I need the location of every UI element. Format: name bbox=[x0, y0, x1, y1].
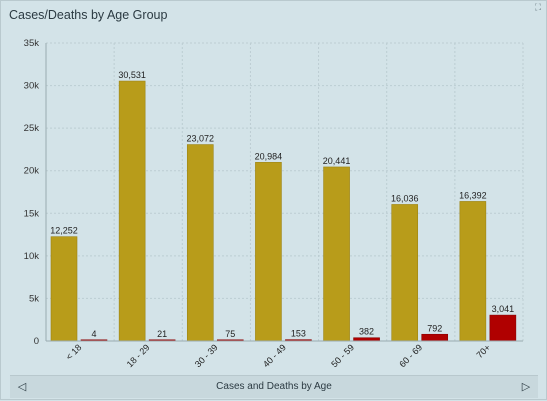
y-tick-label: 15k bbox=[24, 208, 40, 219]
y-tick-label: 35k bbox=[24, 38, 40, 49]
deaths-value-label: 792 bbox=[427, 323, 442, 333]
cases-value-label: 20,984 bbox=[255, 151, 283, 161]
grid-lines bbox=[45, 42, 524, 342]
y-tick-label: 20k bbox=[24, 166, 40, 177]
deaths-bar bbox=[489, 314, 517, 342]
x-tick-label: 18 - 29 bbox=[125, 342, 152, 369]
y-axis: 0 5k 10k 15k 20k 25k 30k 35k bbox=[24, 38, 47, 347]
cases-value-label: 12,252 bbox=[50, 226, 78, 236]
y-tick-label: 5k bbox=[29, 293, 39, 304]
chevron-left-icon[interactable]: ◁ bbox=[17, 381, 27, 393]
deaths-value-label: 382 bbox=[359, 327, 374, 337]
deaths-value-label: 153 bbox=[291, 329, 306, 339]
x-tick-label: 40 - 49 bbox=[261, 342, 288, 369]
deaths-value-label: 3,041 bbox=[492, 304, 515, 314]
cases-value-label: 16,392 bbox=[459, 190, 487, 200]
deaths-bar bbox=[421, 333, 449, 342]
x-tick-label: 70+ bbox=[474, 342, 492, 360]
x-tick-label: < 18 bbox=[64, 342, 84, 362]
chart-title: Cases/Deaths by Age Group bbox=[9, 8, 168, 22]
x-axis: < 18 18 - 29 30 - 39 40 - 49 50 - 59 60 - 69 7… bbox=[46, 340, 523, 369]
cases-value-label: 16,036 bbox=[391, 193, 419, 203]
chart-navigation-bar: ◁ Cases and Deaths by Age ▷ bbox=[10, 375, 538, 398]
cases-bar bbox=[186, 144, 214, 342]
y-tick-label: 30k bbox=[24, 81, 40, 92]
x-tick-label: 60 - 69 bbox=[397, 342, 424, 369]
deaths-value-label: 4 bbox=[91, 329, 96, 339]
expand-icon[interactable]: ⛶ bbox=[534, 2, 542, 12]
cases-value-label: 23,072 bbox=[187, 134, 215, 144]
chevron-right-icon[interactable]: ▷ bbox=[521, 381, 531, 393]
deaths-value-label: 75 bbox=[225, 329, 235, 339]
x-tick-label: 50 - 59 bbox=[329, 342, 356, 369]
deaths-value-label: 21 bbox=[157, 329, 167, 339]
y-tick-label: 0 bbox=[34, 336, 39, 347]
cases-bar bbox=[459, 201, 487, 342]
y-tick-label: 10k bbox=[24, 251, 40, 262]
cases-value-label: 30,531 bbox=[118, 70, 146, 80]
x-tick-label: 30 - 39 bbox=[193, 342, 220, 369]
cases-value-label: 20,441 bbox=[323, 156, 351, 166]
y-tick-label: 25k bbox=[24, 123, 40, 134]
cases-bar bbox=[50, 236, 78, 342]
cases-bar bbox=[391, 204, 419, 342]
bars: 12,252 4 30,531 21 23,072 75 20,984 153 20,441 38… bbox=[50, 70, 517, 342]
x-axis-title: Cases and Deaths by Age bbox=[216, 381, 332, 392]
cases-bar bbox=[323, 166, 350, 342]
cases-bar bbox=[255, 162, 282, 342]
cases-bar bbox=[118, 80, 146, 342]
